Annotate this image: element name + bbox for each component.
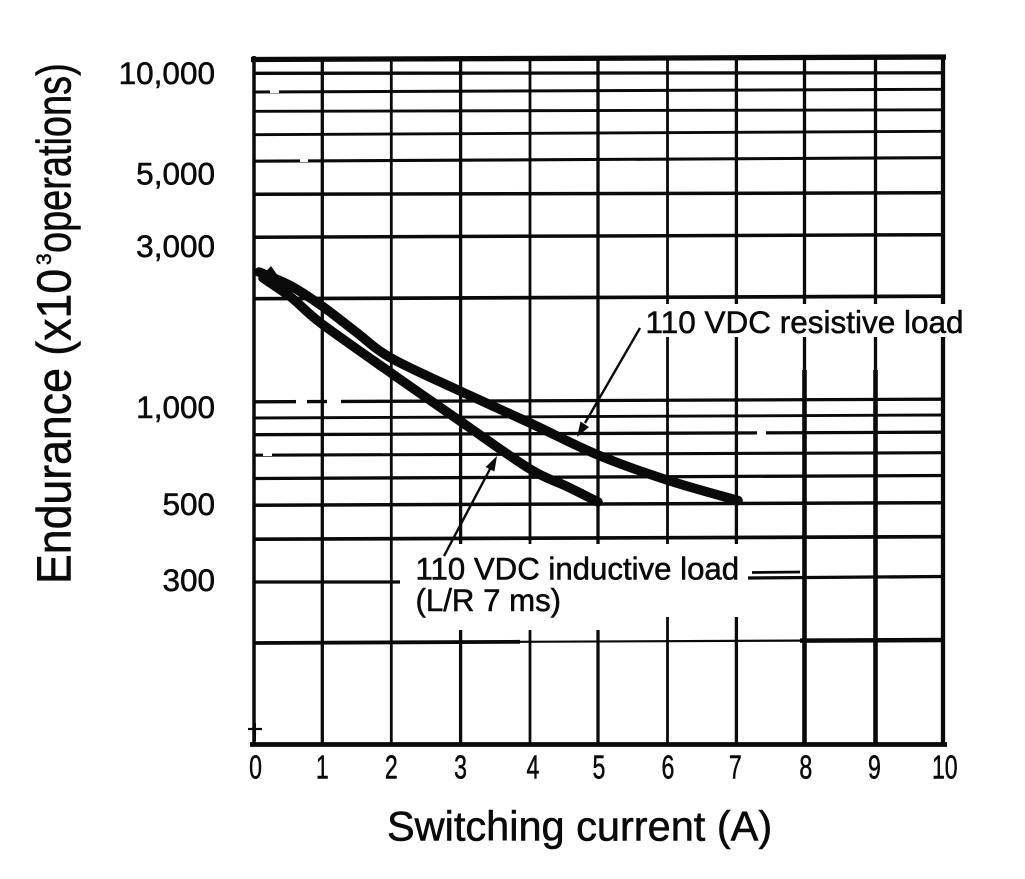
svg-text:(L/R 7 ms): (L/R 7 ms) — [416, 583, 562, 618]
svg-text:10,000: 10,000 — [119, 55, 215, 91]
svg-text:8: 8 — [799, 750, 812, 787]
svg-text:1: 1 — [316, 750, 329, 787]
svg-text:2: 2 — [385, 750, 398, 787]
svg-text:0: 0 — [249, 750, 262, 787]
svg-text:110 VDC resistive load: 110 VDC resistive load — [646, 304, 964, 340]
svg-text:3,000: 3,000 — [136, 228, 215, 264]
svg-text:110 VDC inductive load: 110 VDC inductive load — [416, 552, 740, 587]
svg-text:300: 300 — [162, 562, 215, 598]
svg-text:3: 3 — [454, 750, 467, 787]
svg-text:9: 9 — [868, 750, 881, 787]
svg-text:7: 7 — [729, 750, 742, 787]
svg-text:1,000: 1,000 — [136, 389, 215, 425]
svg-text:Endurance (x10: Endurance (x10 — [27, 269, 81, 584]
svg-text:operations): operations) — [28, 63, 81, 253]
svg-text:4: 4 — [526, 750, 539, 787]
svg-text:500: 500 — [162, 486, 215, 522]
svg-text:5: 5 — [592, 750, 605, 787]
svg-text:5,000: 5,000 — [136, 156, 215, 192]
svg-text:Switching current (A): Switching current (A) — [387, 803, 772, 850]
svg-text:10: 10 — [932, 750, 958, 787]
svg-text:6: 6 — [661, 750, 674, 787]
svg-text:3: 3 — [33, 253, 56, 265]
